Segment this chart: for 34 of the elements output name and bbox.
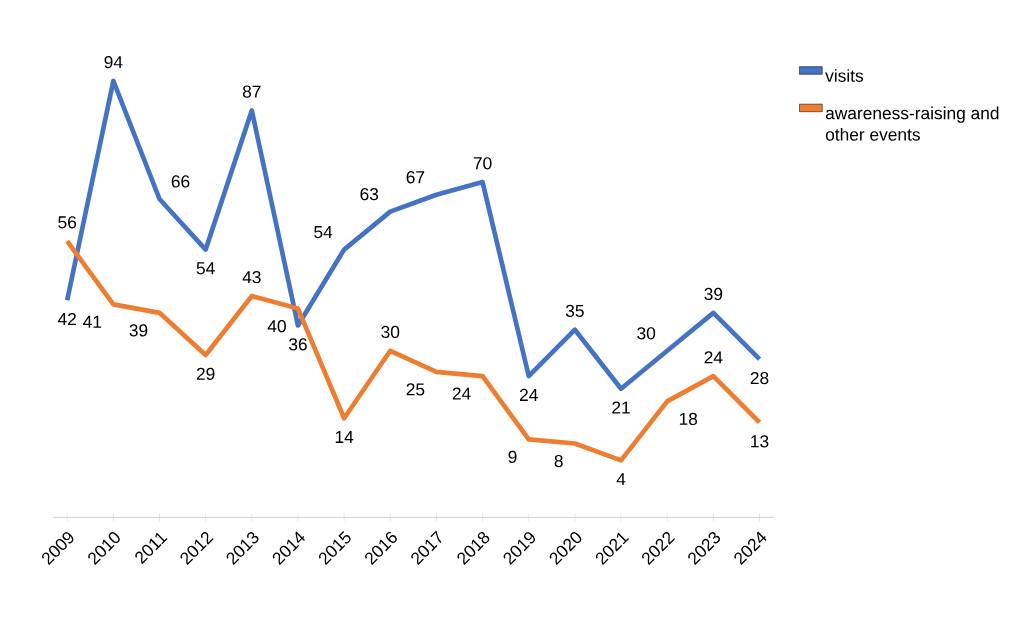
data-label: 43 <box>242 270 261 284</box>
data-label: 9 <box>508 450 517 463</box>
data-label: 8 <box>554 454 563 468</box>
data-label: 40 <box>267 319 286 333</box>
data-label: 54 <box>196 262 215 275</box>
data-label: 56 <box>58 216 77 229</box>
data-label: 39 <box>129 324 148 337</box>
data-label: 18 <box>679 412 698 426</box>
data-label: 35 <box>565 304 584 317</box>
data-label: 24 <box>452 387 471 400</box>
data-label: 87 <box>242 85 261 98</box>
data-label: 4 <box>616 473 626 486</box>
data-label: 67 <box>406 171 425 184</box>
data-label: 66 <box>171 175 190 188</box>
data-label: 39 <box>704 287 723 301</box>
legend-label: awareness-raising and other events <box>825 106 999 141</box>
data-label: 29 <box>196 367 215 380</box>
data-label: 94 <box>104 55 123 69</box>
data-label: 28 <box>750 371 769 385</box>
data-label: 30 <box>381 325 400 339</box>
data-label: 54 <box>314 226 333 239</box>
data-label: 24 <box>704 351 723 364</box>
data-label: 70 <box>473 157 492 170</box>
data-label: 14 <box>335 430 354 443</box>
legend-label: visits <box>825 69 864 82</box>
data-label: 63 <box>360 187 379 201</box>
data-label: 25 <box>406 383 425 396</box>
data-label: 41 <box>83 315 102 328</box>
data-label: 36 <box>288 338 307 351</box>
data-label: 30 <box>637 327 656 340</box>
data-label: 24 <box>519 388 538 401</box>
data-label: 42 <box>57 312 76 325</box>
data-label: 21 <box>612 401 630 414</box>
data-label: 13 <box>751 435 769 448</box>
